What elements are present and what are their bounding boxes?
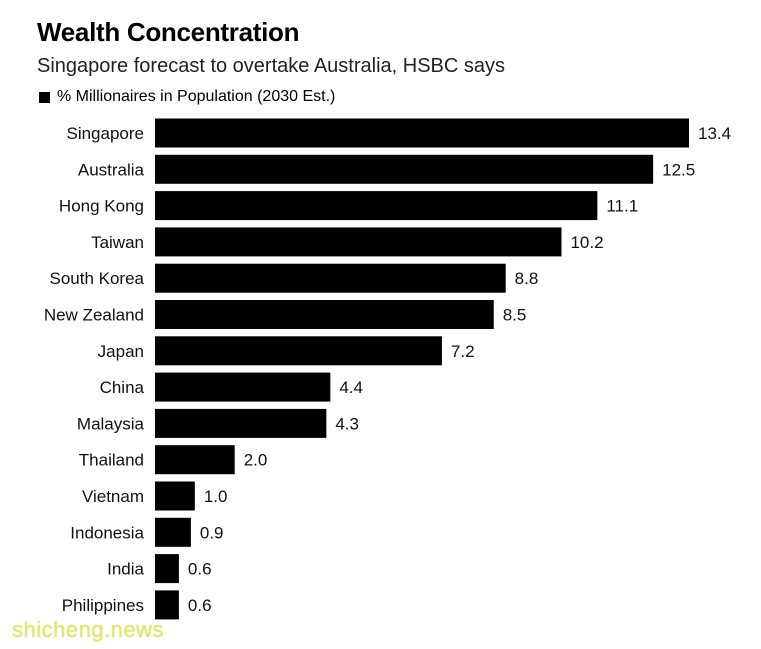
category-label: New Zealand [44,306,144,325]
bar [155,154,654,184]
value-label: 7.2 [451,342,475,361]
legend-label: % Millionaires in Population (2030 Est.) [57,88,336,105]
category-label: Thailand [79,451,144,470]
category-label: South Korea [49,269,144,288]
bar [155,408,327,438]
bar [155,263,506,293]
category-label: Japan [98,342,144,361]
category-label: Australia [78,160,145,179]
bar [155,227,562,257]
value-label: 11.1 [606,197,638,216]
bar [155,118,689,148]
category-label: Indonesia [70,523,144,542]
bar [155,445,235,475]
bar [155,481,195,511]
chart-subtitle: Singapore forecast to overtake Australia… [37,55,506,77]
value-label: 2.0 [244,451,268,470]
legend: % Millionaires in Population (2030 Est.) [39,88,335,106]
value-label: 1.0 [204,487,228,506]
value-label: 8.5 [503,306,527,325]
value-label: 4.4 [339,378,363,397]
value-label: 0.9 [200,523,224,542]
bar [155,590,179,620]
category-label: Hong Kong [59,197,144,216]
category-label: Vietnam [82,487,144,506]
value-label: 4.3 [335,414,359,433]
value-label: 8.8 [515,269,539,288]
bar [155,554,179,584]
category-label: India [107,560,144,579]
bar [155,191,598,221]
bar [155,517,191,547]
value-label: 12.5 [662,160,695,179]
category-label: Philippines [62,596,144,615]
chart-title: Wealth Concentration [37,17,300,47]
value-label: 0.6 [188,596,212,615]
bar [155,300,494,329]
value-label: 0.6 [188,560,212,579]
value-label: 13.4 [698,124,731,143]
bar [155,336,442,366]
bar [155,372,331,402]
legend-swatch [39,91,50,103]
watermark: shicheng.news [12,617,165,642]
category-label: China [100,378,145,397]
value-label: 10.2 [570,233,603,252]
category-label: Malaysia [77,414,145,433]
category-label: Taiwan [91,233,144,252]
category-label: Singapore [66,124,144,143]
